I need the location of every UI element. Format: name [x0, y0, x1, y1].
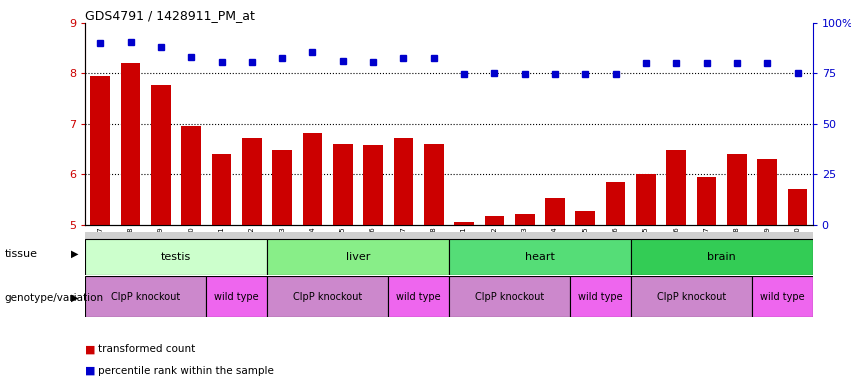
Text: wild type: wild type [214, 291, 259, 302]
Text: ▶: ▶ [71, 293, 78, 303]
Bar [631, 239, 813, 275]
Bar [333, 144, 352, 225]
Bar [151, 84, 171, 225]
Text: ClpP knockout: ClpP knockout [475, 291, 544, 302]
Bar [363, 145, 383, 225]
Bar [788, 189, 808, 225]
Bar [606, 182, 625, 225]
Bar [697, 177, 717, 225]
Bar [121, 63, 140, 225]
Bar [449, 239, 631, 275]
Text: transformed count: transformed count [98, 344, 195, 354]
Text: wild type: wild type [578, 291, 623, 302]
Bar [85, 232, 813, 239]
Bar [570, 276, 631, 317]
Text: testis: testis [161, 252, 191, 262]
Bar [424, 144, 443, 225]
Bar [85, 239, 267, 275]
Text: ClpP knockout: ClpP knockout [293, 291, 363, 302]
Bar [267, 239, 448, 275]
Bar [575, 210, 595, 225]
Bar [242, 138, 262, 225]
Bar [449, 276, 570, 317]
Bar [631, 276, 752, 317]
Bar [267, 276, 388, 317]
Text: percentile rank within the sample: percentile rank within the sample [98, 366, 274, 376]
Bar [85, 276, 206, 317]
Text: brain: brain [707, 252, 736, 262]
Text: tissue: tissue [4, 249, 37, 259]
Bar [181, 126, 201, 225]
Bar [393, 138, 414, 225]
Bar [545, 199, 565, 225]
Text: ■: ■ [85, 366, 95, 376]
Bar [757, 159, 777, 225]
Bar [636, 174, 656, 225]
Text: ▶: ▶ [71, 249, 78, 259]
Text: liver: liver [346, 252, 370, 262]
Text: ■: ■ [85, 344, 95, 354]
Text: genotype/variation: genotype/variation [4, 293, 103, 303]
Bar [272, 150, 292, 225]
Text: ClpP knockout: ClpP knockout [111, 291, 180, 302]
Bar [727, 154, 747, 225]
Text: wild type: wild type [397, 291, 441, 302]
Bar [303, 133, 323, 225]
Text: wild type: wild type [760, 291, 805, 302]
Bar [484, 215, 505, 225]
Bar [388, 276, 448, 317]
Bar [206, 276, 267, 317]
Bar [454, 222, 474, 225]
Bar [212, 154, 231, 225]
Bar [666, 150, 686, 225]
Bar [90, 76, 110, 225]
Text: ClpP knockout: ClpP knockout [657, 291, 726, 302]
Bar [515, 214, 534, 225]
Text: GDS4791 / 1428911_PM_at: GDS4791 / 1428911_PM_at [85, 9, 255, 22]
Text: heart: heart [525, 252, 555, 262]
Bar [752, 276, 813, 317]
